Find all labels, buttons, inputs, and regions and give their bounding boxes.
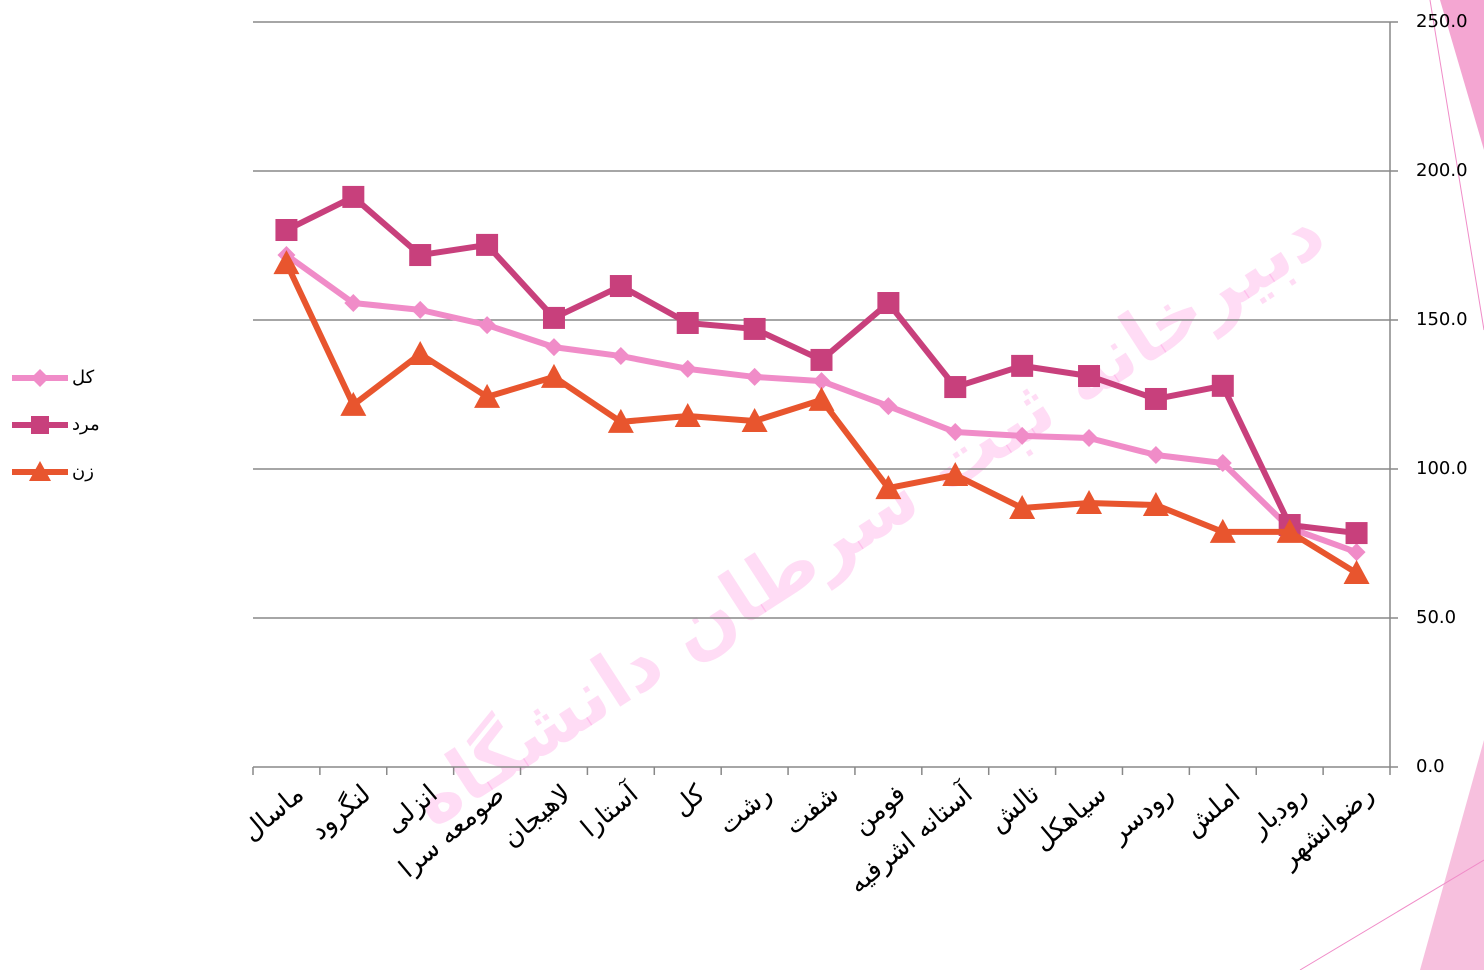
- x-tick-label: ماسال: [237, 779, 310, 847]
- x-tick-label: املش: [1179, 779, 1246, 842]
- x-tick-label: شفت: [779, 779, 845, 841]
- legend-label: کل: [72, 367, 95, 388]
- marker: [1078, 365, 1100, 387]
- marker: [1212, 375, 1234, 397]
- marker: [275, 219, 297, 241]
- y-tick-label: 0.0: [1416, 756, 1445, 777]
- marker: [342, 186, 364, 208]
- marker: [31, 416, 49, 434]
- marker: [545, 338, 563, 356]
- x-tick-label: سیاهکل: [1028, 779, 1113, 857]
- marker: [610, 275, 632, 297]
- legend-label: مرد: [72, 414, 100, 435]
- watermark: دبیرخانه ثبت سرطان دانشگاه: [396, 189, 1340, 844]
- marker: [1011, 355, 1033, 377]
- marker: [944, 376, 966, 398]
- marker: [1346, 522, 1368, 544]
- x-tick-label: کل: [667, 779, 711, 823]
- marker: [411, 301, 429, 319]
- marker: [744, 318, 766, 340]
- x-tick-label: آستارا: [574, 776, 645, 843]
- marker: [478, 316, 496, 334]
- marker: [541, 364, 567, 388]
- y-tick-label: 200.0: [1416, 160, 1468, 181]
- marker: [1145, 388, 1167, 410]
- marker: [31, 369, 49, 387]
- x-tick-label: رشت: [713, 779, 778, 840]
- marker: [1147, 446, 1165, 464]
- marker: [746, 368, 764, 386]
- marker: [677, 312, 699, 334]
- marker: [879, 397, 897, 415]
- marker: [1344, 560, 1370, 584]
- y-tick-label: 150.0: [1416, 309, 1468, 330]
- x-tick-label: رودسر: [1103, 779, 1180, 850]
- legend-label: زن: [72, 461, 94, 482]
- marker: [543, 307, 565, 329]
- marker: [612, 347, 630, 365]
- x-tick-label: لنگرود: [304, 778, 376, 846]
- marker: [877, 292, 899, 314]
- marker: [809, 387, 835, 411]
- y-tick-label: 100.0: [1416, 458, 1468, 479]
- marker: [476, 234, 498, 256]
- marker: [1348, 543, 1366, 561]
- marker: [1080, 429, 1098, 447]
- marker: [409, 244, 431, 266]
- y-tick-label: 50.0: [1416, 607, 1456, 628]
- marker: [679, 360, 697, 378]
- y-tick-label: 250.0: [1416, 11, 1468, 32]
- marker: [407, 341, 433, 365]
- marker: [811, 349, 833, 371]
- x-tick-label: آستانه اشرفیه: [842, 776, 980, 899]
- chart: دبیرخانه ثبت سرطان دانشگاه 0.0 50.0 100.0 1…: [0, 0, 1484, 970]
